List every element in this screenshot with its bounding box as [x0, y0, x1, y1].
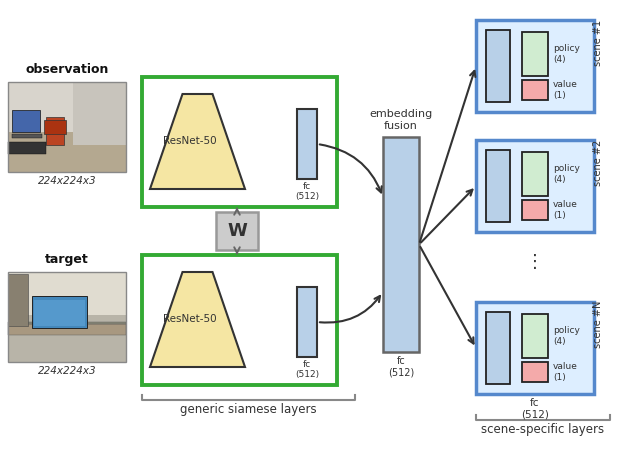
- Bar: [142, 255, 337, 385]
- Bar: [8, 82, 126, 172]
- Bar: [297, 109, 317, 179]
- Bar: [383, 137, 419, 352]
- Text: ⋮: ⋮: [526, 253, 544, 271]
- Text: fc
(512): fc (512): [521, 398, 549, 419]
- Bar: [8, 315, 126, 362]
- Text: value
(1): value (1): [553, 362, 578, 382]
- Bar: [486, 312, 510, 384]
- Bar: [8, 272, 126, 362]
- Text: embedding
fusion: embedding fusion: [369, 109, 433, 131]
- Bar: [486, 150, 510, 222]
- Bar: [486, 30, 510, 102]
- Bar: [522, 200, 548, 220]
- Text: scene #N: scene #N: [593, 301, 603, 348]
- Bar: [522, 80, 548, 100]
- Bar: [8, 82, 126, 172]
- Bar: [522, 32, 548, 76]
- Bar: [476, 140, 594, 232]
- Bar: [8, 274, 28, 326]
- Bar: [142, 77, 337, 207]
- Text: scene-specific layers: scene-specific layers: [481, 423, 605, 436]
- Bar: [476, 20, 594, 112]
- Bar: [12, 134, 42, 138]
- Text: observation: observation: [26, 63, 109, 76]
- Text: 224x224x3: 224x224x3: [38, 176, 96, 186]
- Bar: [44, 120, 66, 134]
- Bar: [12, 109, 40, 132]
- Text: 224x224x3: 224x224x3: [38, 366, 96, 376]
- Text: generic siamese layers: generic siamese layers: [180, 403, 317, 416]
- Text: policy
(4): policy (4): [553, 326, 580, 346]
- Bar: [73, 82, 126, 145]
- Text: fc
(512): fc (512): [295, 182, 319, 201]
- Text: ResNet-50: ResNet-50: [163, 136, 217, 146]
- Bar: [8, 272, 126, 326]
- Bar: [46, 117, 64, 145]
- Bar: [8, 324, 126, 335]
- Bar: [522, 362, 548, 382]
- Bar: [8, 82, 126, 132]
- Text: scene #2: scene #2: [593, 140, 603, 186]
- Bar: [34, 300, 85, 326]
- Text: policy
(4): policy (4): [553, 164, 580, 184]
- Text: value
(1): value (1): [553, 80, 578, 100]
- Bar: [522, 152, 548, 196]
- Bar: [522, 314, 548, 358]
- Text: scene #1: scene #1: [593, 20, 603, 66]
- Bar: [8, 322, 126, 324]
- Bar: [8, 132, 126, 172]
- Text: fc
(512): fc (512): [295, 360, 319, 379]
- Polygon shape: [150, 94, 245, 189]
- Bar: [476, 302, 594, 394]
- Bar: [8, 272, 126, 362]
- Text: ResNet-50: ResNet-50: [163, 315, 217, 324]
- Text: fc
(512): fc (512): [388, 356, 414, 377]
- Bar: [8, 142, 46, 154]
- Text: W: W: [227, 222, 247, 240]
- Text: value
(1): value (1): [553, 201, 578, 220]
- Bar: [32, 296, 87, 328]
- Bar: [216, 212, 258, 250]
- Bar: [297, 287, 317, 357]
- Text: policy
(4): policy (4): [553, 44, 580, 64]
- Polygon shape: [150, 272, 245, 367]
- Text: target: target: [45, 253, 89, 266]
